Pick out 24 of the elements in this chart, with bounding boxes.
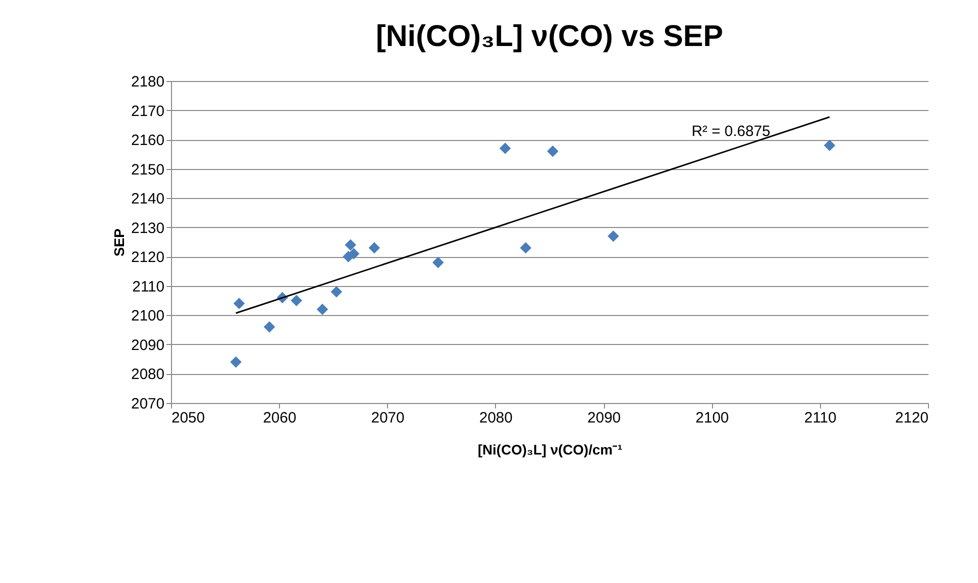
y-tick-label: 2140 — [131, 190, 164, 208]
y-tick-label: 2150 — [131, 161, 164, 178]
x-tick-label: 2110 — [804, 410, 836, 426]
x-tick-label: 2120 — [895, 410, 928, 426]
annotation: R² = 0.6875 — [692, 123, 770, 140]
x-axis-title: [Ni(CO)₃L] ν(CO)/cm⁻¹ — [478, 442, 623, 458]
y-tick-label: 2160 — [131, 132, 164, 150]
y-axis-title: SEP — [111, 228, 128, 257]
x-tick-label: 2070 — [371, 410, 404, 426]
y-tick-label: 2110 — [132, 278, 164, 296]
y-tick-label: 2070 — [131, 396, 164, 412]
y-tick-label: 2120 — [131, 249, 164, 266]
x-tick-label: 2090 — [587, 410, 621, 426]
x-tick-label: 2080 — [479, 410, 513, 426]
y-tick-label: 2090 — [131, 336, 164, 354]
y-tick-label: 2170 — [131, 102, 164, 120]
x-tick-label: 2050 — [172, 410, 205, 426]
x-tick-label: 2060 — [262, 410, 296, 426]
y-tick-label: 2100 — [131, 308, 164, 325]
chart-title: [Ni(CO)₃L] ν(CO) vs SEP — [376, 20, 724, 53]
y-tick-label: 2080 — [131, 366, 164, 384]
y-tick-label: 2130 — [131, 220, 164, 237]
y-tick-label: 2180 — [131, 74, 164, 90]
x-tick-label: 2100 — [696, 410, 729, 426]
